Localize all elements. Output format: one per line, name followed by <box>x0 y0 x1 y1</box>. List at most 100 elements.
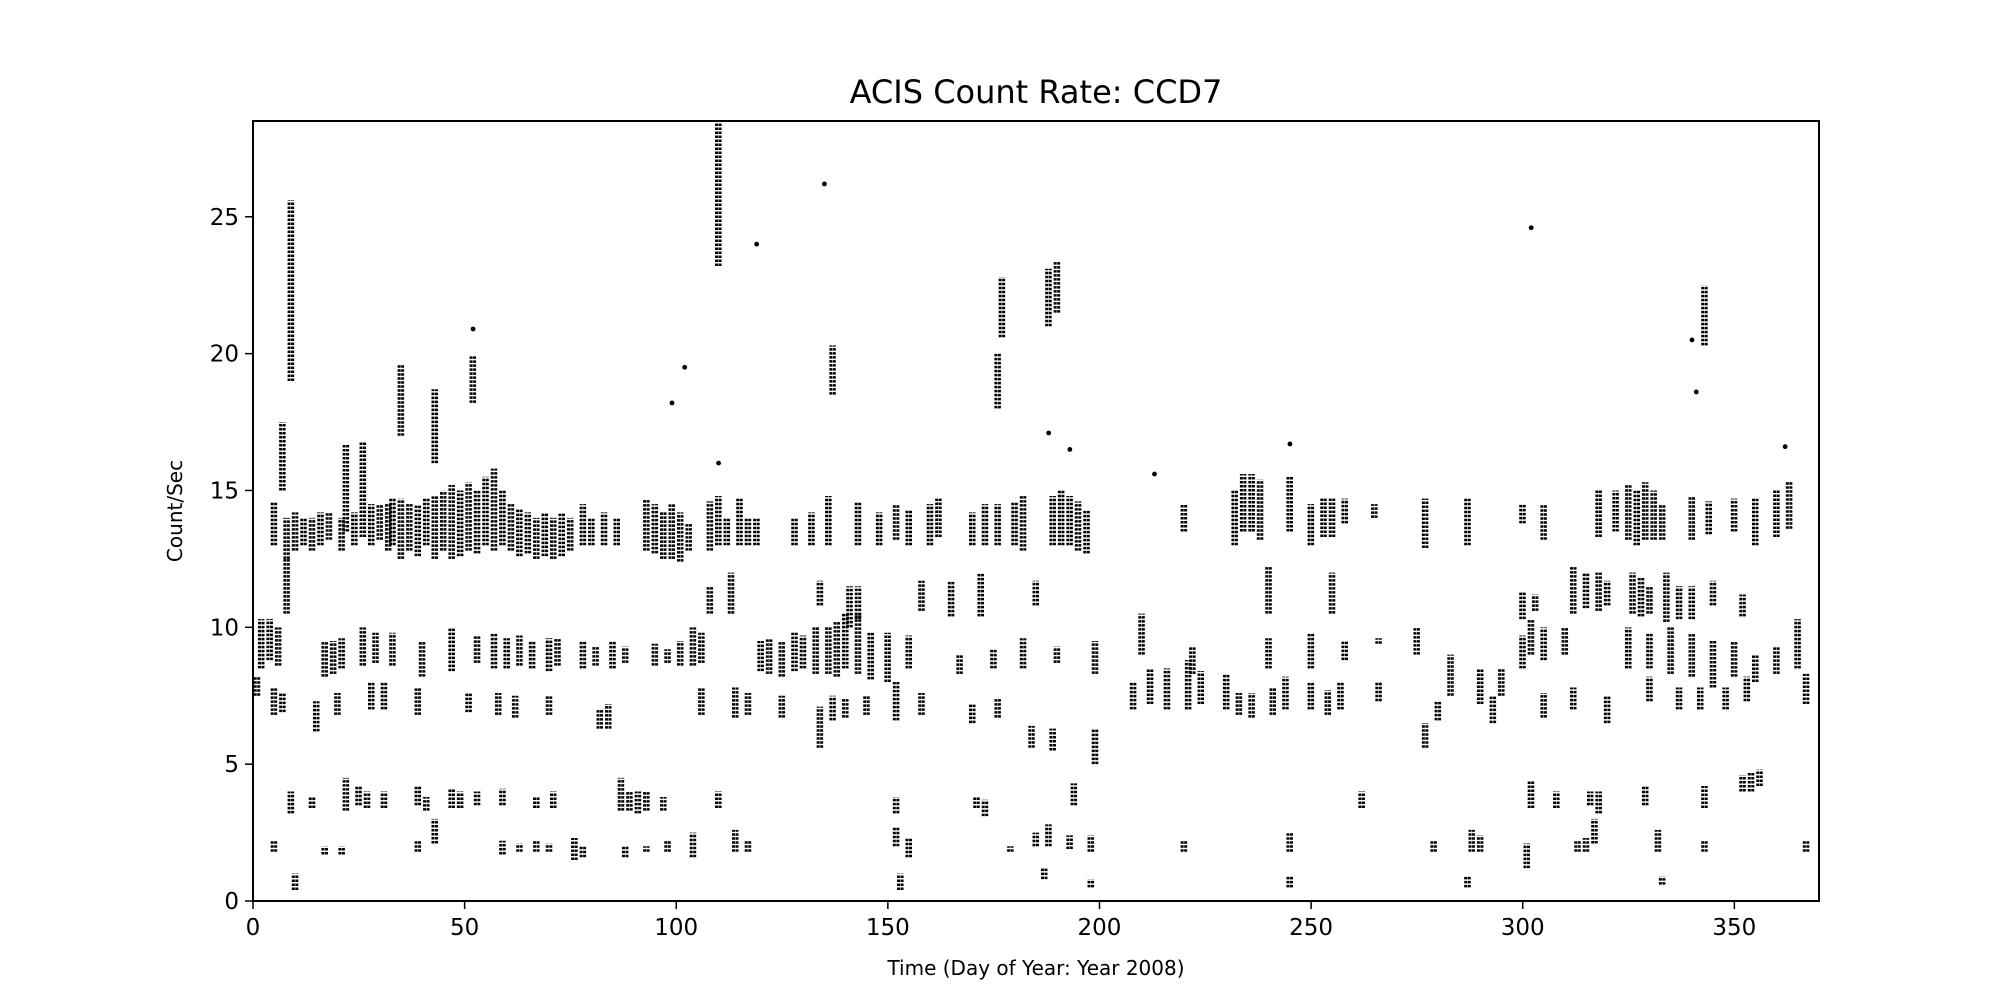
point-streak <box>283 517 290 559</box>
point-streak <box>643 846 650 852</box>
point-streak <box>1007 846 1014 852</box>
point-streak <box>1701 840 1708 852</box>
data-point <box>716 460 721 466</box>
point-streak <box>359 627 367 666</box>
point-streak <box>507 504 515 551</box>
point-streak <box>1739 775 1746 792</box>
point-streak <box>1328 572 1336 614</box>
point-streak <box>723 517 731 546</box>
point-streak <box>799 635 807 669</box>
point-streak <box>253 676 261 696</box>
point-streak <box>423 498 430 546</box>
point-streak <box>634 791 642 814</box>
point-streak <box>1180 840 1188 852</box>
point-streak <box>1468 829 1475 852</box>
point-streak <box>325 512 333 540</box>
point-streak <box>689 832 697 858</box>
point-streak <box>545 695 553 715</box>
point-streak <box>1540 627 1547 661</box>
point-streak <box>448 485 455 559</box>
point-streak <box>1709 641 1717 688</box>
data-point <box>1152 471 1157 477</box>
point-streak <box>279 422 286 491</box>
point-streak <box>884 632 891 683</box>
point-streak <box>1641 482 1649 540</box>
point-streak <box>414 786 422 806</box>
point-streak <box>791 517 798 546</box>
point-streak <box>1032 832 1039 847</box>
x-tick-label: 50 <box>450 915 479 941</box>
point-streak <box>1527 619 1535 655</box>
data-point <box>754 241 760 247</box>
point-streak <box>1019 638 1027 669</box>
point-streak <box>731 829 739 852</box>
point-streak <box>1739 594 1746 617</box>
point-streak <box>317 512 324 546</box>
point-streak <box>1802 673 1810 704</box>
point-streak <box>892 797 900 814</box>
point-streak <box>376 504 383 540</box>
point-streak <box>990 649 997 669</box>
y-axis: 0 5 10 15 20 25 <box>210 205 253 915</box>
point-streak <box>1464 498 1471 546</box>
data-point <box>1067 447 1073 452</box>
data-point <box>1046 430 1052 436</box>
point-streak <box>279 693 286 713</box>
point-streak <box>698 687 705 715</box>
point-streak <box>342 443 350 532</box>
point-streak <box>431 495 438 559</box>
point-streak <box>579 846 587 858</box>
data-point <box>1693 389 1699 395</box>
point-streak <box>1747 772 1755 792</box>
y-tick-label: 25 <box>210 205 239 231</box>
point-streak <box>1641 786 1649 806</box>
point-streak <box>1654 829 1662 852</box>
point-streak <box>1540 693 1547 718</box>
point-streak <box>338 517 345 551</box>
point-streak <box>643 498 650 551</box>
point-streak <box>1057 490 1065 546</box>
point-streak <box>1040 868 1048 880</box>
point-streak <box>1197 671 1205 704</box>
point-streak <box>465 693 472 713</box>
point-streak <box>257 619 265 669</box>
point-streak <box>744 840 752 852</box>
point-streak <box>372 632 379 663</box>
point-streak <box>380 682 388 710</box>
point-streak <box>846 586 853 628</box>
point-streak <box>1625 485 1632 540</box>
point-streak <box>329 641 337 674</box>
point-streak <box>558 512 565 557</box>
point-streak <box>727 572 735 614</box>
point-streak <box>1646 632 1653 669</box>
point-streak <box>503 638 510 669</box>
point-streak <box>596 709 604 729</box>
point-streak <box>1519 635 1526 669</box>
point-streak <box>490 468 498 551</box>
point-streak <box>842 698 849 718</box>
data-point <box>1528 225 1534 231</box>
point-streak <box>368 682 375 710</box>
point-streak <box>469 356 477 403</box>
point-streak <box>994 698 1001 718</box>
point-streak <box>414 504 422 557</box>
point-streak <box>1375 638 1382 644</box>
point-streak <box>1049 728 1056 751</box>
point-streak <box>994 353 1001 409</box>
point-streak <box>1180 504 1188 532</box>
point-streak <box>1320 498 1327 537</box>
point-streak <box>778 641 786 677</box>
point-streak <box>1743 676 1751 702</box>
point-streak <box>1675 586 1683 620</box>
point-streak <box>1087 835 1095 852</box>
point-streak <box>1705 501 1712 535</box>
point-streak <box>566 517 574 551</box>
point-streak <box>550 517 557 559</box>
point-streak <box>1413 627 1420 655</box>
point-streak <box>1785 482 1793 529</box>
point-streak <box>1629 572 1636 614</box>
point-streak <box>321 641 328 677</box>
point-streak <box>1421 498 1429 548</box>
point-streak <box>812 627 819 674</box>
point-streak <box>1603 695 1611 724</box>
